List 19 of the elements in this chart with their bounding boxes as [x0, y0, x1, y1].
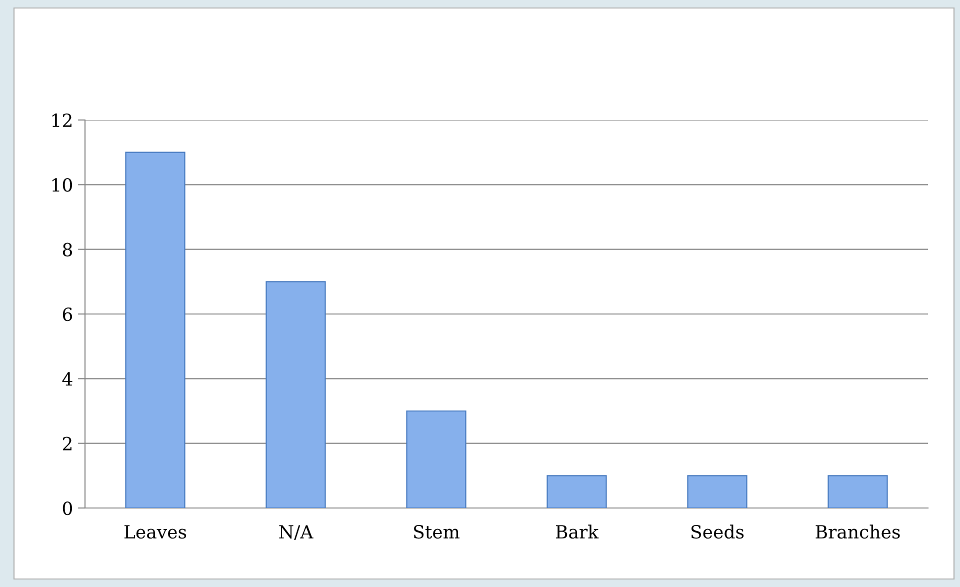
x-tick-label: N/A: [279, 525, 314, 540]
bar: [687, 475, 748, 508]
bar: [125, 152, 186, 508]
y-tick-label: 2: [62, 436, 72, 450]
x-tick-label: Seeds: [691, 524, 744, 539]
y-tick-label: 12: [52, 113, 72, 127]
y-tick-label: 6: [62, 307, 72, 322]
bar: [828, 475, 888, 508]
y-tick-label: 8: [62, 242, 72, 256]
x-tick-label: Leaves: [124, 525, 186, 539]
bar: [546, 475, 607, 508]
bar: [406, 410, 466, 508]
x-tick-label: Bark: [556, 524, 599, 539]
bar: [266, 281, 326, 508]
x-tick-label: Stem: [414, 524, 460, 539]
y-tick-label: 4: [62, 372, 72, 386]
x-tick-label: Branches: [816, 524, 900, 539]
y-tick-label: 10: [52, 178, 72, 192]
y-tick-label: 0: [62, 501, 72, 516]
